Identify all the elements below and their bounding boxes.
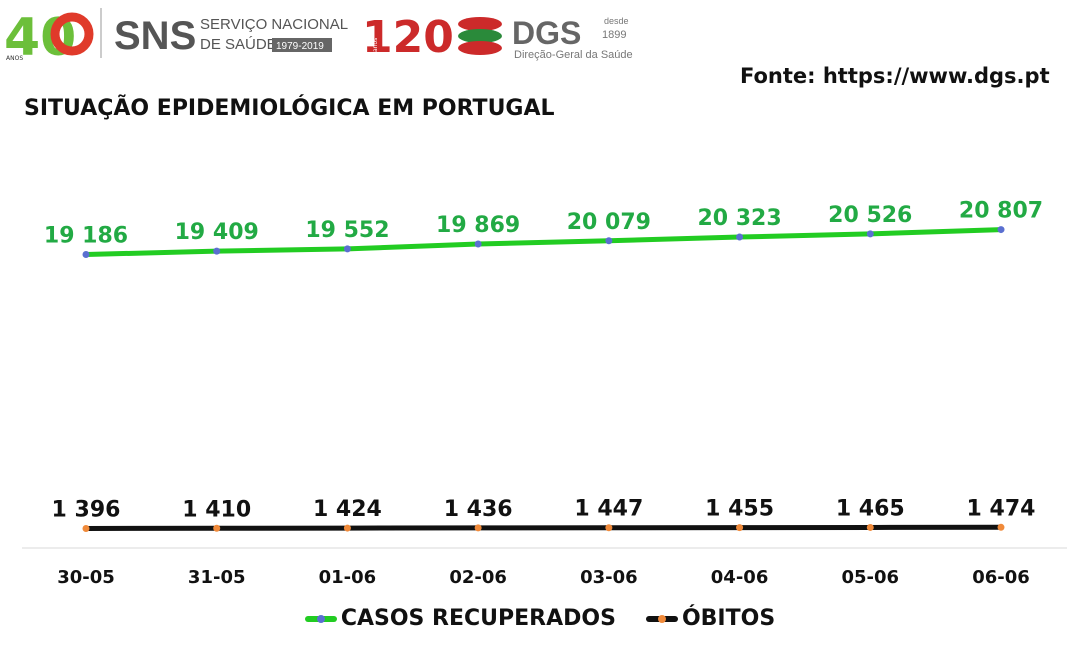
data-point-deaths-5 bbox=[736, 524, 744, 532]
sns-logo: SNS SERVIÇO NACIONAL DE SAÚDE 1979-2019 bbox=[114, 14, 348, 58]
data-point-recovered-1 bbox=[213, 247, 221, 255]
data-point-recovered-3 bbox=[474, 240, 482, 248]
x-tick-label-1: 31-05 bbox=[188, 567, 246, 588]
data-point-recovered-7 bbox=[997, 226, 1005, 234]
data-label-deaths-1: 1 410 bbox=[182, 497, 251, 522]
data-label-recovered-4: 20 079 bbox=[567, 210, 651, 235]
legend-item-deaths: ÓBITOS bbox=[645, 606, 776, 631]
x-tick-label-5: 04-06 bbox=[711, 567, 769, 588]
data-point-recovered-6 bbox=[866, 230, 874, 238]
chart-title: SITUAÇÃO EPIDEMIOLÓGICA EM PORTUGAL bbox=[24, 96, 555, 121]
series-line-deaths bbox=[83, 524, 1004, 532]
data-point-recovered-5 bbox=[736, 233, 744, 241]
data-label-deaths-3: 1 436 bbox=[444, 497, 513, 522]
logo-120-text: 120 bbox=[362, 12, 454, 63]
data-point-deaths-6 bbox=[866, 523, 874, 531]
source-text: Fonte: https://www.dgs.pt bbox=[740, 64, 1050, 88]
data-point-deaths-0 bbox=[82, 525, 90, 533]
x-tick-label-4: 03-06 bbox=[580, 567, 638, 588]
dgs-120-logo: 120 anos DGS desde 1899 Direção-Geral da… bbox=[362, 12, 633, 63]
data-label-deaths-5: 1 455 bbox=[705, 497, 774, 522]
dgs-shield-icon bbox=[458, 17, 502, 55]
data-label-deaths-7: 1 474 bbox=[967, 496, 1036, 521]
legend-swatch-recovered bbox=[304, 614, 337, 623]
logo-ring-icon bbox=[50, 12, 94, 56]
legend-item-recovered: CASOS RECUPERADOS bbox=[304, 606, 616, 631]
logo-dgs-full: Direção-Geral da Saúde bbox=[514, 49, 633, 61]
legend-swatch-deaths bbox=[645, 614, 678, 623]
logo-dgs-year: 1899 bbox=[602, 29, 626, 41]
data-point-deaths-4 bbox=[605, 524, 613, 532]
data-point-deaths-1 bbox=[213, 524, 221, 532]
logo-dgs-text: DGS bbox=[512, 15, 581, 51]
data-label-recovered-6: 20 526 bbox=[828, 203, 912, 228]
data-point-recovered-2 bbox=[343, 245, 351, 253]
x-tick-label-7: 06-06 bbox=[972, 567, 1030, 588]
data-label-recovered-1: 19 409 bbox=[175, 220, 259, 245]
logo-sns-text: SNS bbox=[114, 14, 196, 58]
header-logos: 40 ANOS SNS SERVIÇO NACIONAL DE SAÚDE 19… bbox=[4, 8, 633, 66]
chart-legend: CASOS RECUPERADOS ÓBITOS bbox=[0, 606, 1080, 631]
data-point-recovered-0 bbox=[82, 251, 90, 259]
data-label-deaths-0: 1 396 bbox=[52, 498, 121, 523]
legend-label-deaths: ÓBITOS bbox=[681, 606, 776, 631]
data-point-recovered-4 bbox=[605, 237, 613, 245]
x-tick-label-3: 02-06 bbox=[449, 567, 507, 588]
data-point-deaths-7 bbox=[997, 523, 1005, 531]
data-label-deaths-4: 1 447 bbox=[574, 497, 643, 522]
data-label-recovered-5: 20 323 bbox=[697, 206, 781, 231]
logo-sns-years: 1979-2019 bbox=[276, 41, 324, 52]
x-tick-label-0: 30-05 bbox=[57, 567, 115, 588]
legend-label-recovered: CASOS RECUPERADOS bbox=[340, 606, 616, 631]
sns-40-logo: 40 ANOS bbox=[4, 8, 94, 66]
logo-dgs-since: desde bbox=[604, 16, 629, 26]
x-tick-label-6: 05-06 bbox=[841, 567, 899, 588]
logo-sns-line1: SERVIÇO NACIONAL bbox=[200, 16, 348, 33]
data-label-recovered-3: 19 869 bbox=[436, 213, 520, 238]
logo-anos-text: ANOS bbox=[6, 55, 23, 62]
data-label-recovered-2: 19 552 bbox=[305, 218, 389, 243]
data-label-recovered-0: 19 186 bbox=[44, 224, 128, 249]
logo-sns-line2: DE SAÚDE bbox=[200, 36, 277, 53]
data-label-recovered-7: 20 807 bbox=[959, 199, 1043, 224]
data-label-deaths-6: 1 465 bbox=[836, 496, 905, 521]
logo-years-box bbox=[272, 38, 332, 52]
logo-dgs-anos: anos bbox=[372, 38, 379, 52]
series-line-recovered bbox=[83, 227, 1004, 258]
data-point-deaths-3 bbox=[474, 524, 482, 532]
x-tick-label-2: 01-06 bbox=[319, 567, 377, 588]
data-point-deaths-2 bbox=[343, 524, 351, 532]
data-label-deaths-2: 1 424 bbox=[313, 497, 382, 522]
